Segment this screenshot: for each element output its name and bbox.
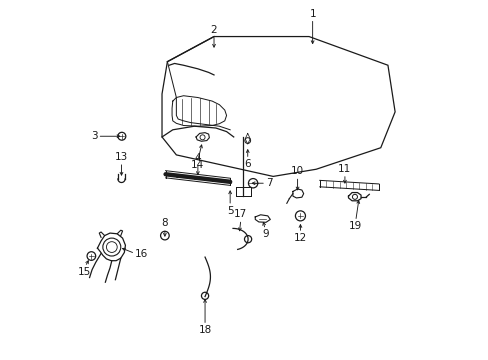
Text: 2: 2 — [210, 25, 217, 35]
Text: 15: 15 — [78, 267, 91, 277]
Text: 16: 16 — [135, 248, 148, 258]
Text: 12: 12 — [293, 233, 306, 243]
Text: 7: 7 — [265, 178, 272, 188]
Text: 18: 18 — [198, 325, 211, 335]
Text: 10: 10 — [290, 166, 304, 176]
Text: 11: 11 — [338, 164, 351, 174]
Text: 5: 5 — [226, 206, 233, 216]
Text: 14: 14 — [191, 160, 204, 170]
Text: 17: 17 — [234, 210, 247, 220]
Text: 4: 4 — [194, 153, 201, 163]
Text: 19: 19 — [348, 221, 362, 231]
Text: 3: 3 — [91, 131, 97, 141]
Text: 1: 1 — [309, 9, 315, 19]
Text: 6: 6 — [244, 159, 250, 169]
Text: 13: 13 — [115, 152, 128, 162]
Text: 8: 8 — [161, 219, 168, 228]
Text: 9: 9 — [262, 229, 268, 239]
